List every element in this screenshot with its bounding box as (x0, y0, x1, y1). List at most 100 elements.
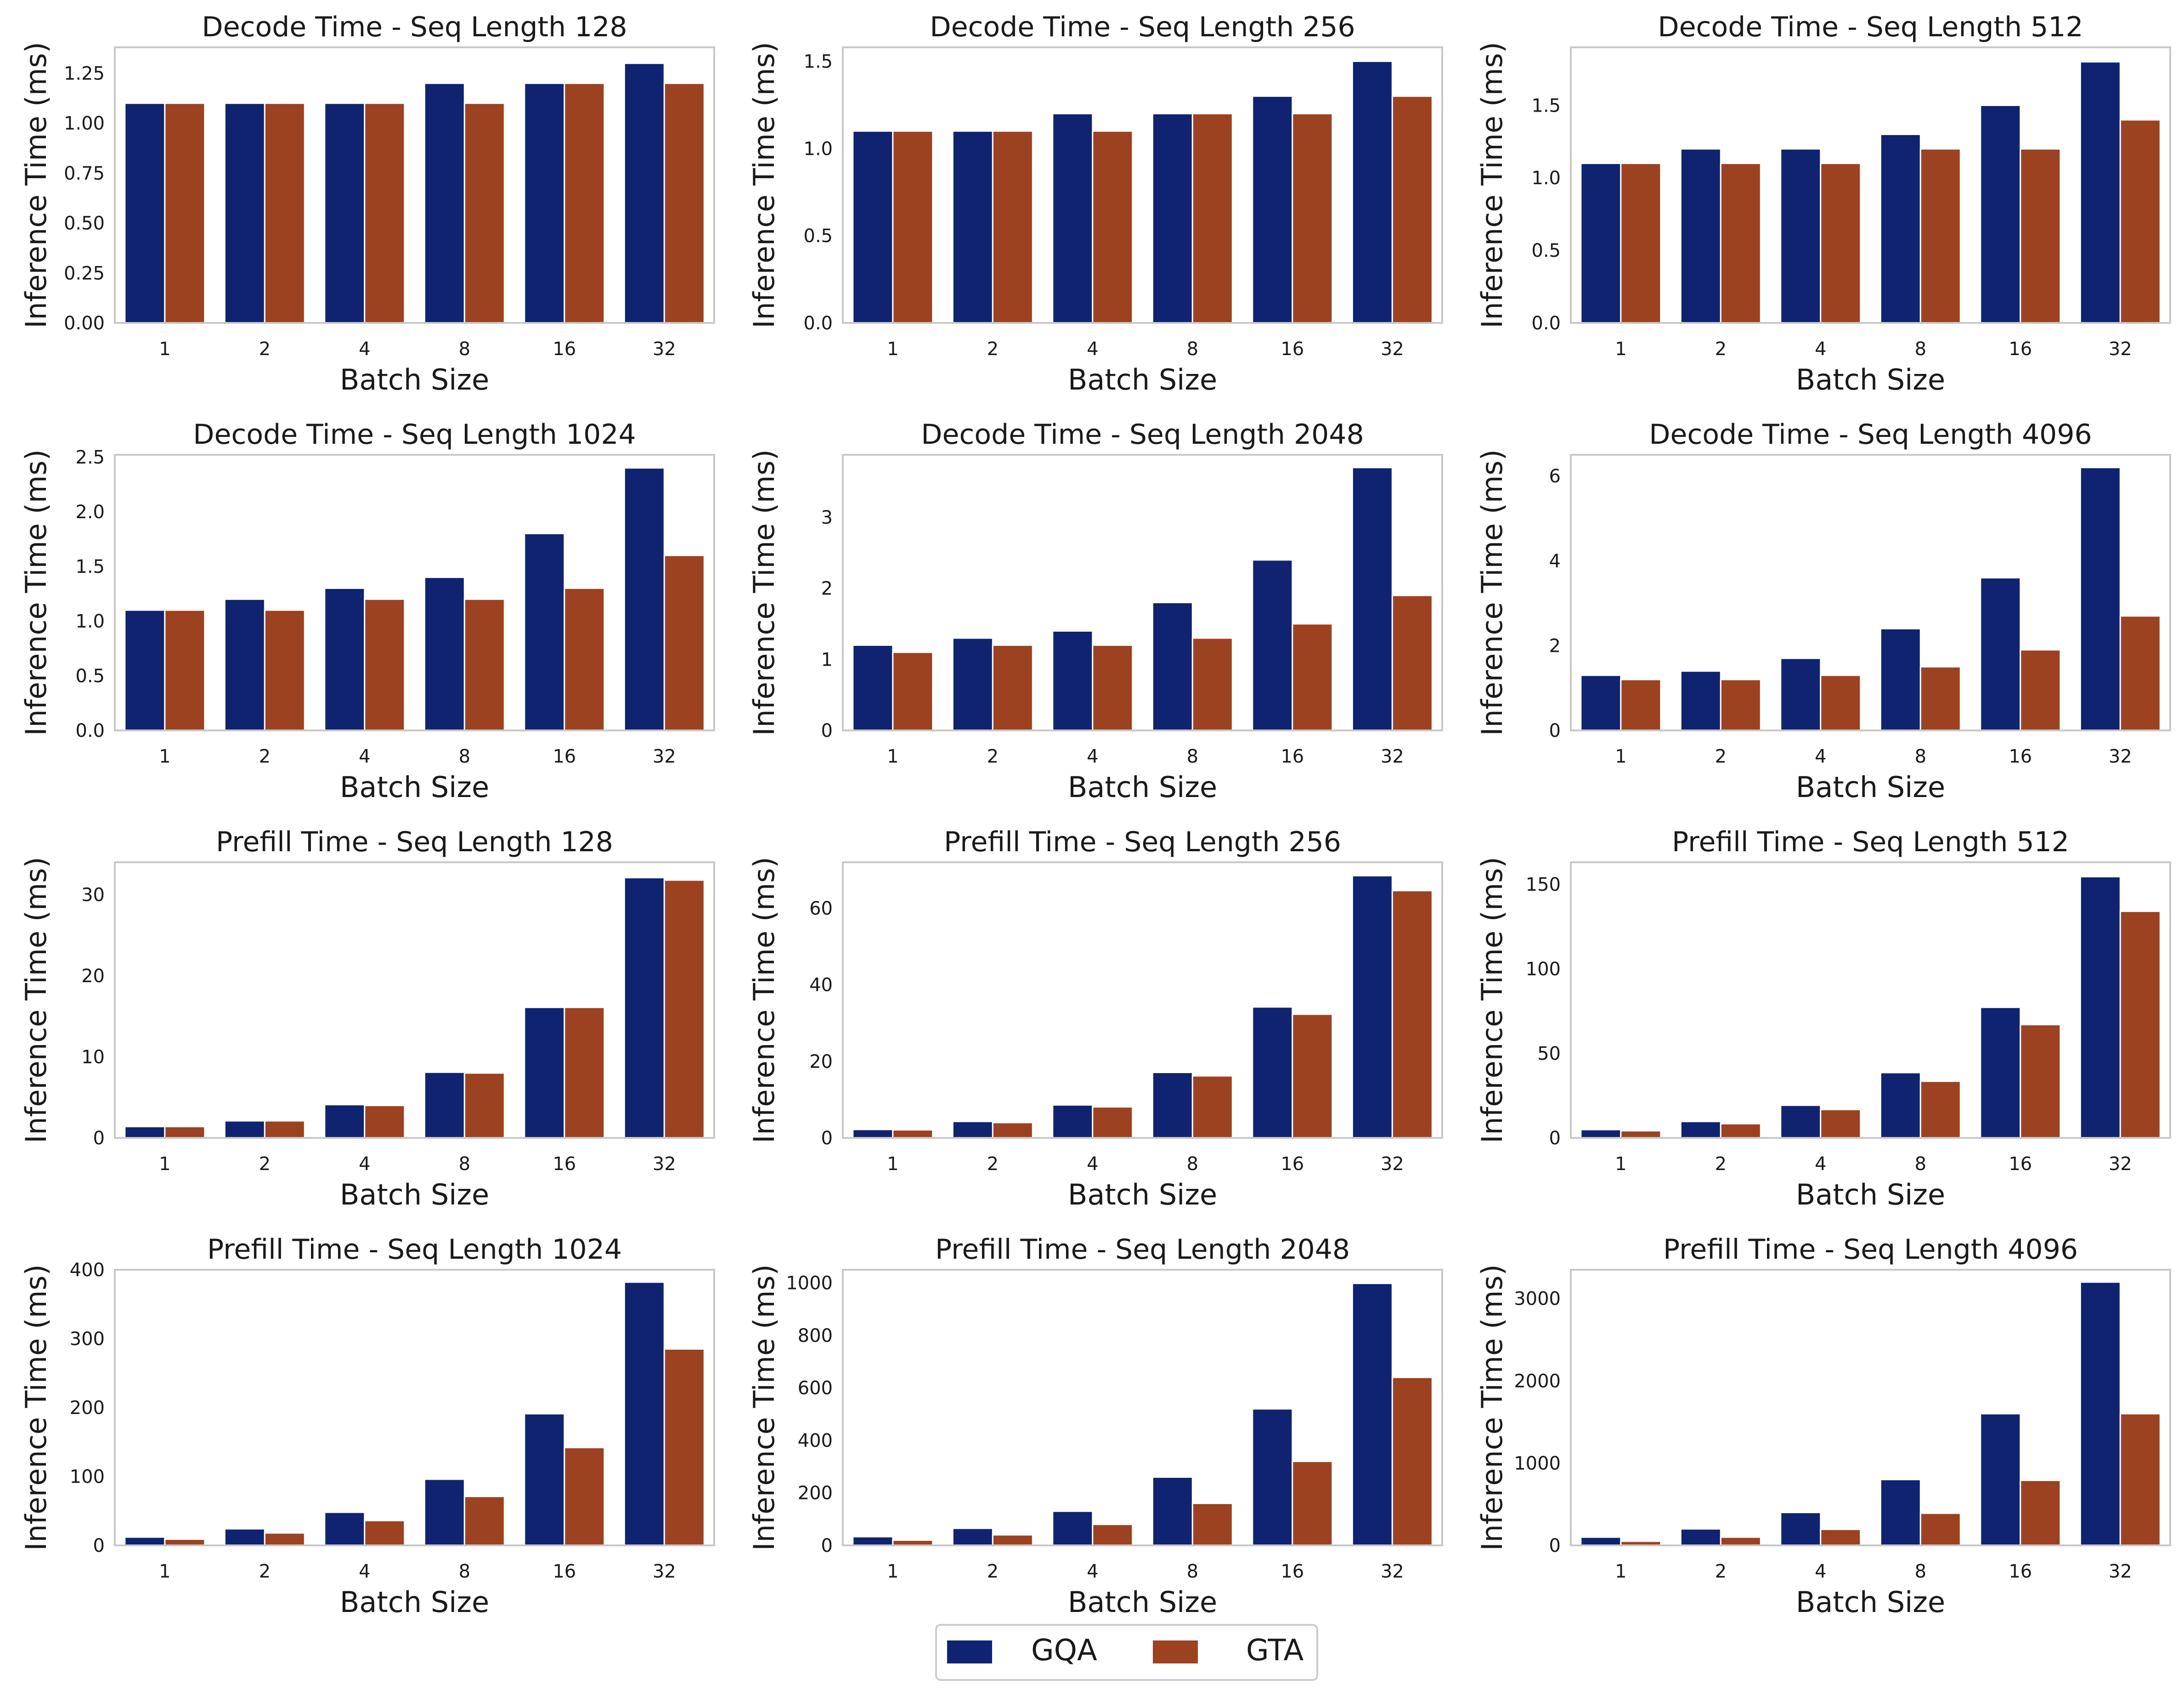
y-tick-label: 1000 (786, 1273, 833, 1294)
x-tick-label: 8 (459, 339, 470, 360)
bar-gqa-4 (1052, 113, 1094, 324)
bar-gta-1 (892, 651, 934, 731)
subplot-9: 1 2 4 8 16 32 0 50 100 150 Prefill Time - Seq Leng… (1475, 826, 2171, 1211)
bar-gqa-32 (623, 877, 665, 1139)
y-tick-label: 0.75 (64, 163, 105, 184)
x-tick-label: 16 (1281, 746, 1304, 767)
y-tick-label: 2 (1549, 635, 1561, 656)
bar-gta-32 (663, 879, 705, 1139)
x-tick-label: 32 (653, 1561, 676, 1582)
x-tick-label: 16 (2009, 746, 2032, 767)
bar-gta-32 (2119, 911, 2161, 1139)
subplot-title: Prefill Time - Seq Length 2048 (935, 1233, 1350, 1266)
y-axis-label: Inference Time (ms) (19, 449, 53, 736)
bar-gta-2 (264, 609, 305, 731)
bar-gqa-4 (324, 588, 366, 731)
x-tick-label: 4 (1815, 339, 1826, 360)
bar-gqa-4 (1780, 148, 1822, 324)
subplot-title: Prefill Time - Seq Length 256 (944, 826, 1341, 858)
subplot-5: 1 2 4 8 16 32 0 1 2 3 Decode Time - Seq Length 204… (747, 419, 1443, 804)
bar-gta-2 (992, 130, 1033, 324)
bar-gqa-16 (524, 1007, 565, 1139)
subplot-12: 1 2 4 8 16 32 0 1000 2000 3000 Prefill Time - Seq … (1475, 1233, 2171, 1619)
x-tick-label: 1 (159, 746, 170, 767)
bar-gqa-1 (852, 1536, 894, 1546)
y-tick-label: 100 (1526, 959, 1561, 980)
bar-gta-32 (1391, 1376, 1433, 1546)
bar-gta-1 (164, 1538, 206, 1546)
bar-gta-16 (1292, 1460, 1333, 1546)
bar-gta-4 (1820, 674, 1862, 731)
bar-gqa-4 (1052, 630, 1094, 731)
x-tick-label: 16 (553, 1154, 576, 1175)
x-tick-label: 4 (359, 1561, 370, 1582)
bar-gqa-2 (1680, 670, 1721, 731)
bar-gqa-32 (623, 467, 665, 731)
bar-gta-4 (364, 1104, 406, 1139)
y-tick-label: 3000 (1514, 1289, 1561, 1310)
y-axis-label: Inference Time (ms) (19, 42, 53, 328)
bar-gqa-8 (1151, 602, 1193, 731)
bar-gqa-16 (1980, 1007, 2021, 1139)
axes-frame (842, 46, 1443, 324)
y-tick-label: 2000 (1514, 1371, 1561, 1392)
x-tick-label: 16 (1281, 1154, 1304, 1175)
y-tick-label: 0 (1549, 1535, 1561, 1556)
y-axis-label: Inference Time (ms) (19, 1264, 53, 1551)
bar-gqa-16 (524, 532, 565, 731)
y-tick-label: 1.00 (64, 113, 105, 134)
bar-gta-8 (1191, 637, 1233, 731)
x-tick-label: 32 (1381, 746, 1404, 767)
x-tick-label: 8 (459, 746, 470, 767)
y-tick-label: 1.0 (75, 611, 105, 632)
x-tick-label: 4 (1815, 1154, 1826, 1175)
bar-gta-16 (564, 1447, 605, 1546)
bar-gta-32 (1391, 890, 1433, 1139)
subplot-7: 1 2 4 8 16 32 0 10 20 30 Prefill Time - Seq Length… (19, 826, 715, 1211)
y-axis-label: Inference Time (ms) (1475, 857, 1509, 1143)
axes-frame (1570, 1269, 2171, 1546)
axes-frame (114, 861, 715, 1139)
y-tick-label: 0.00 (64, 313, 105, 334)
bar-gta-4 (1092, 130, 1134, 324)
bar-gqa-8 (1151, 113, 1193, 324)
bar-gqa-1 (124, 609, 166, 731)
subplot-8: 1 2 4 8 16 32 0 20 40 60 Prefill Time - Seq Length… (747, 826, 1443, 1211)
subplot-title: Prefill Time - Seq Length 1024 (207, 1233, 622, 1266)
x-tick-label: 4 (359, 339, 370, 360)
axes-frame (1570, 454, 2171, 731)
bar-gta-16 (2020, 148, 2061, 324)
bar-gqa-2 (952, 1527, 993, 1546)
x-tick-label: 2 (1715, 339, 1727, 360)
x-tick-label: 2 (1715, 746, 1727, 767)
bar-gqa-8 (1879, 1479, 1921, 1546)
x-axis-label: Batch Size (1796, 363, 1945, 396)
x-tick-label: 1 (887, 746, 898, 767)
bar-gqa-32 (1351, 875, 1393, 1139)
bar-gta-32 (2119, 615, 2161, 731)
x-tick-label: 8 (1187, 1561, 1198, 1582)
bar-gta-8 (1919, 1512, 1961, 1546)
bar-gta-8 (1191, 1503, 1233, 1546)
x-tick-label: 32 (1381, 1154, 1404, 1175)
bar-gta-4 (364, 1520, 406, 1546)
x-tick-label: 1 (887, 339, 898, 360)
x-tick-label: 32 (653, 339, 676, 360)
bar-gta-1 (892, 1129, 934, 1139)
y-tick-label: 600 (798, 1378, 833, 1399)
x-tick-label: 16 (2009, 1154, 2032, 1175)
y-tick-label: 20 (809, 1051, 833, 1072)
y-tick-label: 200 (70, 1397, 105, 1419)
bar-gqa-1 (1580, 1129, 1622, 1139)
bar-gta-2 (992, 1122, 1033, 1139)
bar-gta-16 (2020, 649, 2061, 731)
bar-gqa-4 (1780, 1104, 1822, 1139)
bar-gta-32 (2119, 119, 2161, 324)
bar-gta-2 (992, 644, 1033, 731)
y-tick-label: 2 (821, 578, 833, 599)
x-tick-label: 16 (2009, 339, 2032, 360)
x-tick-label: 1 (159, 1561, 170, 1582)
x-tick-label: 1 (1615, 1561, 1626, 1582)
y-axis-label: Inference Time (ms) (19, 857, 53, 1143)
